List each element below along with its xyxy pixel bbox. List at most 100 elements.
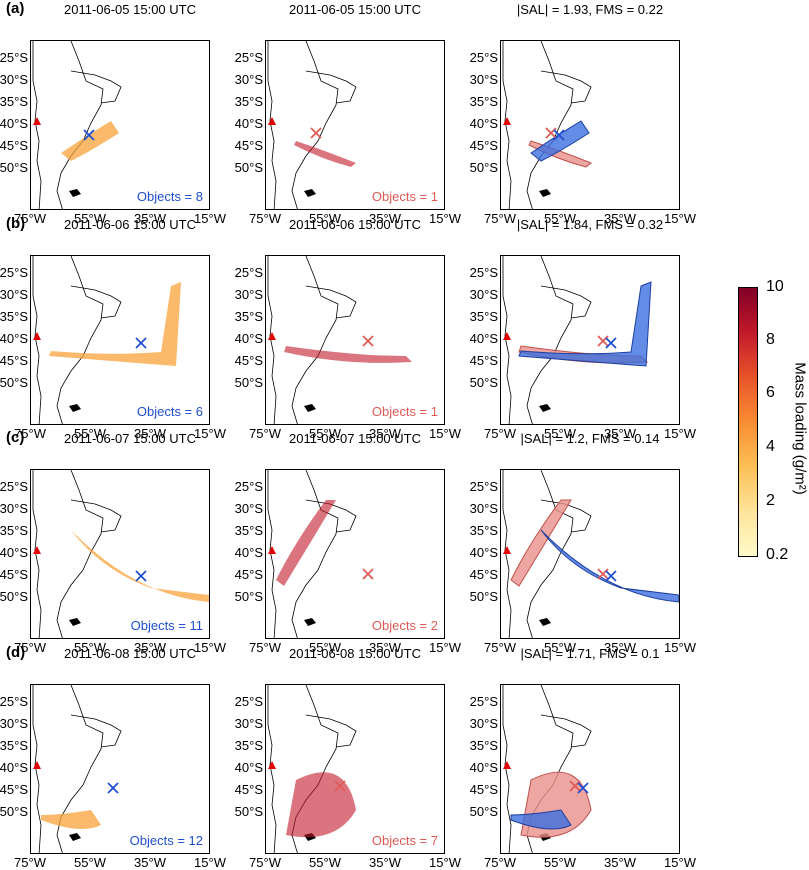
latitude-tick: 35°S [0,309,28,324]
longitude-tick: 55°W [74,855,106,870]
longitude-tick: 15°W [194,426,226,441]
longitude-tick: 35°W [369,855,401,870]
latitude-tick: 30°S [0,72,28,87]
colorbar-tick: 2 [766,492,775,509]
latitude-tick: 30°S [0,716,28,731]
longitude-tick: 55°W [544,211,576,226]
model-map: Objects = 1 [265,40,445,210]
centre-of-mass-marker [545,127,557,139]
longitude-tick: 55°W [74,640,106,655]
object-count: Objects = 1 [371,189,438,204]
longitude-tick: 15°W [664,640,696,655]
latitude-tick: 30°S [0,501,28,516]
volcano-marker [503,761,511,769]
latitude-tick: 30°S [234,287,263,302]
latitude-tick: 35°S [234,309,263,324]
latitude-tick: 50°S [0,804,28,819]
longitude-tick: 35°W [369,211,401,226]
panel-score-title: |SAL| = 1.2, FMS = 0.14 [520,431,660,446]
observed-plume [49,282,181,366]
map-canvas [502,470,679,638]
comparison-map [500,40,680,210]
latitude-tick: 30°S [234,72,263,87]
latitude-tick: 30°S [0,287,28,302]
centre-of-mass-marker [135,337,147,349]
latitude-tick: 35°S [469,523,498,538]
latitude-tick: 45°S [0,782,28,797]
volcano-marker [33,761,41,769]
latitude-tick: 40°S [469,760,498,775]
object-count: Objects = 12 [129,833,203,848]
map-canvas [267,685,357,853]
latitude-tick: 30°S [469,501,498,516]
object-count: Objects = 11 [130,618,203,633]
panel-score-title: |SAL| = 1.84, FMS = 0.32 [516,217,664,232]
latitude-tick: 40°S [0,545,28,560]
longitude-tick: 15°W [664,855,696,870]
latitude-tick: 40°S [234,116,263,131]
latitude-tick: 45°S [469,138,498,153]
latitude-tick: 25°S [0,694,28,709]
volcano-marker [503,117,511,125]
centre-of-mass-marker [83,129,95,141]
panel-date-title: 2011-06-05 15:00 UTC [288,2,421,17]
volcano-marker [268,332,276,340]
latitude-tick: 50°S [234,160,263,175]
longitude-tick: 75°W [14,211,46,226]
longitude-tick: 75°W [249,211,281,226]
panel-score-title: |SAL| = 1.71, FMS = 0.1 [520,646,660,661]
centre-of-mass-marker [135,570,147,582]
map-canvas [502,685,592,853]
longitude-tick: 35°W [604,855,636,870]
latitude-tick: 50°S [469,589,498,604]
modelled-plume [276,500,336,586]
longitude-tick: 35°W [134,426,166,441]
longitude-tick: 35°W [604,640,636,655]
colorbar-label: Mass loading (g/m²) [791,362,809,495]
longitude-tick: 55°W [309,211,341,226]
latitude-tick: 50°S [0,375,28,390]
latitude-tick: 25°S [0,265,28,280]
volcano-marker [503,332,511,340]
longitude-tick: 75°W [249,426,281,441]
latitude-tick: 45°S [469,782,498,797]
observed-object [518,281,652,367]
latitude-tick: 50°S [469,804,498,819]
latitude-tick: 25°S [469,479,498,494]
colorbar-tick: 0.2 [766,546,789,563]
colorbar-tick: 10 [766,278,784,295]
map-canvas [267,256,412,424]
longitude-tick: 15°W [429,640,461,655]
panel-date-title: 2011-06-08 15:00 UTC [63,646,196,661]
latitude-tick: 50°S [0,589,28,604]
panel-date-title: 2011-06-07 15:00 UTC [63,431,196,446]
observation-map: Objects = 11 [30,469,210,639]
latitude-tick: 35°S [469,738,498,753]
row-letter: (b) [6,215,26,232]
latitude-tick: 25°S [234,694,263,709]
latitude-tick: 40°S [469,116,498,131]
latitude-tick: 30°S [469,287,498,302]
latitude-tick: 40°S [234,760,263,775]
latitude-tick: 35°S [469,309,498,324]
volcano-marker [503,546,511,554]
volcano-marker [268,546,276,554]
panel-date-title: 2011-06-08 15:00 UTC [288,646,421,661]
longitude-tick: 15°W [194,640,226,655]
latitude-tick: 30°S [234,501,263,516]
panel-score-title: |SAL| = 1.93, FMS = 0.22 [516,2,664,17]
latitude-tick: 45°S [234,782,263,797]
latitude-tick: 35°S [234,94,263,109]
longitude-tick: 75°W [14,640,46,655]
panel-date-title: 2011-06-05 15:00 UTC [63,2,196,17]
observation-map: Objects = 8 [30,40,210,210]
longitude-tick: 75°W [484,855,516,870]
latitude-tick: 25°S [469,265,498,280]
latitude-tick: 30°S [234,716,263,731]
longitude-tick: 35°W [369,426,401,441]
object-count: Objects = 8 [136,189,203,204]
model-map: Objects = 2 [265,469,445,639]
object-count: Objects = 6 [136,404,203,419]
object-count: Objects = 1 [371,404,438,419]
latitude-tick: 25°S [469,694,498,709]
